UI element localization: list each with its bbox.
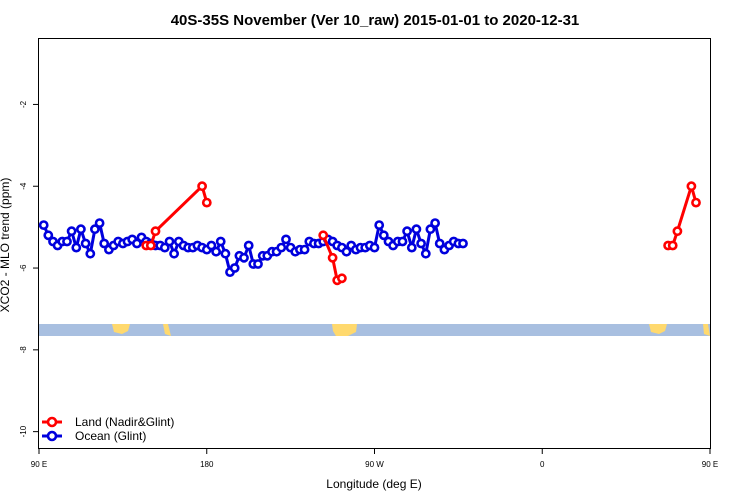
legend-item-land: Land (Nadir&Glint) xyxy=(42,415,174,429)
ocean-point xyxy=(62,236,72,247)
ocean-point xyxy=(76,224,86,235)
ocean-point xyxy=(253,259,263,269)
series-land xyxy=(141,181,701,286)
y-tick-label: -10 xyxy=(19,425,28,437)
land-point xyxy=(150,226,161,237)
ocean-point xyxy=(43,230,54,241)
ocean-strip xyxy=(39,324,710,336)
ocean-point xyxy=(243,240,254,251)
series-layer xyxy=(38,181,701,286)
legend-label: Land (Nadir&Glint) xyxy=(75,415,174,429)
ocean-point xyxy=(220,248,231,259)
y-tick-label: -4 xyxy=(19,182,28,190)
ocean-point xyxy=(378,230,389,241)
x-tick-label: 90 W xyxy=(365,460,384,469)
ocean-point xyxy=(99,238,110,249)
ocean-point xyxy=(425,224,436,235)
ocean-point xyxy=(71,242,82,253)
ocean-point xyxy=(159,242,170,253)
plot-frame xyxy=(38,38,711,449)
legend: Land (Nadir&Glint)Ocean (Glint) xyxy=(42,415,174,443)
land-point xyxy=(336,273,347,284)
ocean-point xyxy=(406,242,417,253)
land-point xyxy=(145,240,156,251)
land-patch-australia xyxy=(112,324,130,334)
ocean-point xyxy=(458,238,468,249)
ocean-point xyxy=(430,218,440,228)
land-point xyxy=(691,197,701,208)
ocean-point xyxy=(229,263,240,273)
land-point xyxy=(197,181,207,192)
land-point xyxy=(667,240,678,251)
land-point xyxy=(201,197,212,208)
chart-title: 40S-35S November (Ver 10_raw) 2015-01-01… xyxy=(171,12,580,29)
ocean-point xyxy=(281,234,291,245)
ocean-point xyxy=(215,236,226,247)
land-patch-newzealand-repeat xyxy=(703,324,710,336)
land-point xyxy=(318,230,329,241)
ocean-point xyxy=(369,242,380,253)
x-tick-label: 90 E xyxy=(702,460,718,469)
land-point xyxy=(327,252,338,263)
legend-item-ocean: Ocean (Glint) xyxy=(42,429,146,443)
land-point xyxy=(686,181,697,192)
plot-area xyxy=(38,38,711,449)
x-axis: 90 E 180 90 W 0 90 E xyxy=(31,449,718,469)
ocean-point xyxy=(276,242,287,253)
land-patch-australia-repeat xyxy=(649,324,667,334)
land-point xyxy=(672,226,683,237)
ocean-point xyxy=(299,244,310,255)
x-tick-label: 180 xyxy=(200,460,214,469)
x-axis-label: Longitude (deg E) xyxy=(326,477,421,491)
ocean-point xyxy=(416,238,426,249)
ocean-point xyxy=(80,238,91,249)
y-axis-label: XCO2 - MLO trend (ppm) xyxy=(0,178,12,313)
ocean-point xyxy=(90,224,100,235)
ocean-point xyxy=(420,248,431,259)
ocean-point xyxy=(397,236,408,247)
legend-swatch-marker xyxy=(46,416,58,428)
ocean-point xyxy=(206,240,217,251)
ocean-point xyxy=(164,236,175,247)
ocean-point xyxy=(85,248,96,259)
ocean-point xyxy=(211,246,221,257)
ocean-point xyxy=(131,238,142,249)
ocean-point xyxy=(38,220,49,230)
ocean-point xyxy=(169,248,179,259)
y-tick-label: -8 xyxy=(19,346,28,354)
ocean-point xyxy=(402,226,412,237)
ocean-point xyxy=(94,218,105,228)
ocean-point xyxy=(341,246,352,257)
land-patch-southamerica xyxy=(332,324,357,336)
x-tick-label: 90 E xyxy=(31,460,47,469)
land-line xyxy=(146,184,209,247)
ocean-point xyxy=(374,220,385,230)
ocean-point xyxy=(66,226,77,237)
ocean-point xyxy=(434,238,445,249)
y-tick-label: -6 xyxy=(19,264,28,272)
land-line xyxy=(668,184,698,247)
series-ocean xyxy=(38,218,468,277)
ocean-point xyxy=(411,224,422,235)
legend-swatch-marker xyxy=(46,430,58,442)
land-bar xyxy=(39,324,710,336)
ocean-point xyxy=(239,252,249,263)
y-tick-label: -2 xyxy=(19,100,28,108)
legend-label: Ocean (Glint) xyxy=(75,429,146,443)
land-patch-newzealand xyxy=(163,324,171,336)
y-axis: -2 -4 -6 -8 -10 xyxy=(19,100,39,437)
x-tick-label: 0 xyxy=(540,460,545,469)
